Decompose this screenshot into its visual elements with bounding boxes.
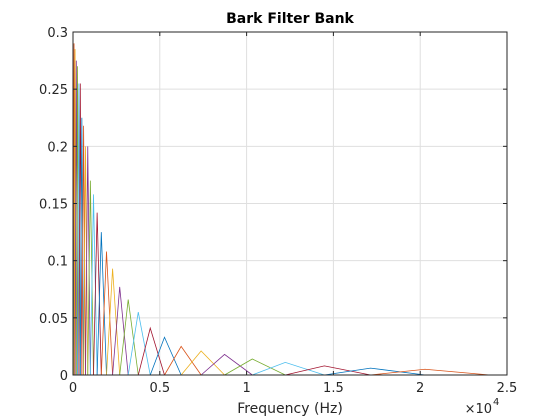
y-tick-label: 0.15 xyxy=(39,198,68,213)
series-layer xyxy=(72,31,490,376)
x-axis-exponent-base: ×10 xyxy=(465,402,492,417)
y-tick-label: 0.1 xyxy=(47,255,68,270)
filter-7-line xyxy=(78,83,83,376)
x-tick-label: 2 xyxy=(416,381,424,396)
filter-17-line xyxy=(106,268,121,376)
y-tick-label: 0.05 xyxy=(39,312,68,327)
filter-11-line xyxy=(85,146,91,376)
filter-10-line xyxy=(83,146,89,376)
filter-5-line xyxy=(75,66,80,376)
filter-16-line xyxy=(100,251,113,376)
y-tick-label: 0.3 xyxy=(47,26,68,41)
filter-25-line xyxy=(200,353,253,376)
tick-layer: 0 0.5 1 1.5 2 2.5 0 0.05 0.1 0.15 0.2 0.25 0.3 xyxy=(39,26,517,396)
filter-28-line xyxy=(285,365,371,376)
filter-29-line xyxy=(324,367,426,376)
filter-9-line xyxy=(81,125,86,376)
y-tick-label: 0.25 xyxy=(39,83,68,98)
x-tick-label: 2.5 xyxy=(497,381,518,396)
filter-20-line xyxy=(127,312,151,376)
filter-23-line xyxy=(164,345,202,376)
filter-8-line xyxy=(79,117,84,376)
chart-title: Bark Filter Bank xyxy=(226,11,354,27)
filter-15-line xyxy=(96,232,107,376)
filter-6-line xyxy=(77,83,81,376)
x-axis-exponent: 4 xyxy=(493,397,499,408)
filter-24-line xyxy=(180,350,225,376)
filter-21-line xyxy=(137,326,165,376)
filter-19-line xyxy=(119,299,139,376)
x-tick-label: 0.5 xyxy=(149,381,170,396)
x-tick-label: 1.5 xyxy=(323,381,344,396)
filter-22-line xyxy=(149,336,182,376)
y-tick-label: 0 xyxy=(60,369,68,384)
x-axis-label: Frequency (Hz) xyxy=(237,401,343,417)
y-tick-label: 0.2 xyxy=(47,140,68,155)
filter-30-line xyxy=(370,368,490,376)
filter-12-line xyxy=(87,180,94,376)
filter-26-line xyxy=(224,358,286,376)
filter-14-line xyxy=(93,212,102,376)
filter-13-line xyxy=(89,194,98,376)
x-tick-label: 0 xyxy=(69,381,77,396)
filter-27-line xyxy=(252,361,325,376)
grid-layer xyxy=(73,32,507,375)
filter-18-line xyxy=(112,286,129,376)
x-tick-label: 1 xyxy=(242,381,250,396)
